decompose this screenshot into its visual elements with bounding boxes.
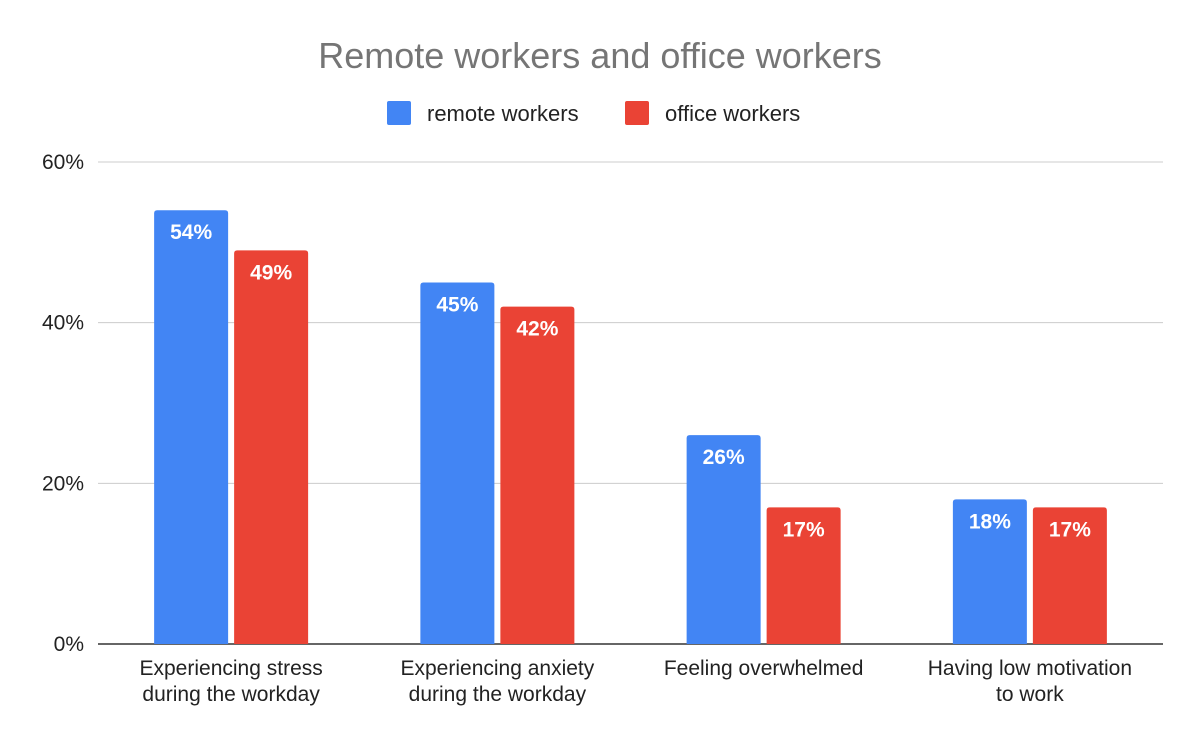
bar-data-label: 45%	[436, 294, 478, 317]
bar-data-label: 17%	[1049, 518, 1091, 541]
y-tick-label: 40%	[42, 312, 84, 335]
x-category-label: to work	[996, 683, 1064, 706]
bar-office-workers-0	[234, 250, 309, 644]
bar-remote-workers-1	[420, 282, 495, 644]
legend-swatch-remote-workers	[387, 101, 411, 125]
bar-data-label: 54%	[170, 221, 212, 244]
chart-title: Remote workers and office workers	[318, 35, 882, 76]
legend-swatch-office-workers	[625, 101, 649, 125]
bar-remote-workers-2	[686, 435, 761, 644]
bar-data-label: 42%	[516, 318, 558, 341]
bars	[154, 210, 1107, 644]
bar-office-workers-3	[1032, 507, 1107, 644]
y-axis: 0% 20% 40% 60%	[42, 151, 84, 656]
x-category-label: Experiencing anxiety	[400, 657, 594, 680]
bar-data-label: 18%	[969, 510, 1011, 533]
bar-remote-workers-0	[154, 210, 229, 644]
bar-data-label: 49%	[250, 261, 292, 284]
bar-data-label: 26%	[703, 446, 745, 469]
y-tick-label: 60%	[42, 151, 84, 174]
bar-data-labels: 54% 49% 45% 42% 26% 17% 18% 17%	[170, 221, 1091, 541]
legend: remote workers office workers	[387, 101, 800, 126]
legend-label-remote-workers: remote workers	[427, 101, 579, 126]
x-category-label: Having low motivation	[928, 657, 1132, 680]
x-category-label: Feeling overwhelmed	[664, 657, 864, 680]
x-category-label: during the workday	[142, 683, 320, 706]
bar-data-label: 17%	[783, 518, 825, 541]
x-axis: Experiencing stress during the workday Exp…	[140, 657, 1133, 706]
x-category-label: during the workday	[409, 683, 587, 706]
bar-office-workers-2	[766, 507, 841, 644]
bar-office-workers-1	[500, 306, 575, 644]
bar-remote-workers-3	[952, 499, 1027, 644]
legend-label-office-workers: office workers	[665, 101, 800, 126]
x-category-label: Experiencing stress	[140, 657, 323, 680]
y-tick-label: 0%	[54, 633, 84, 656]
y-tick-label: 20%	[42, 472, 84, 495]
